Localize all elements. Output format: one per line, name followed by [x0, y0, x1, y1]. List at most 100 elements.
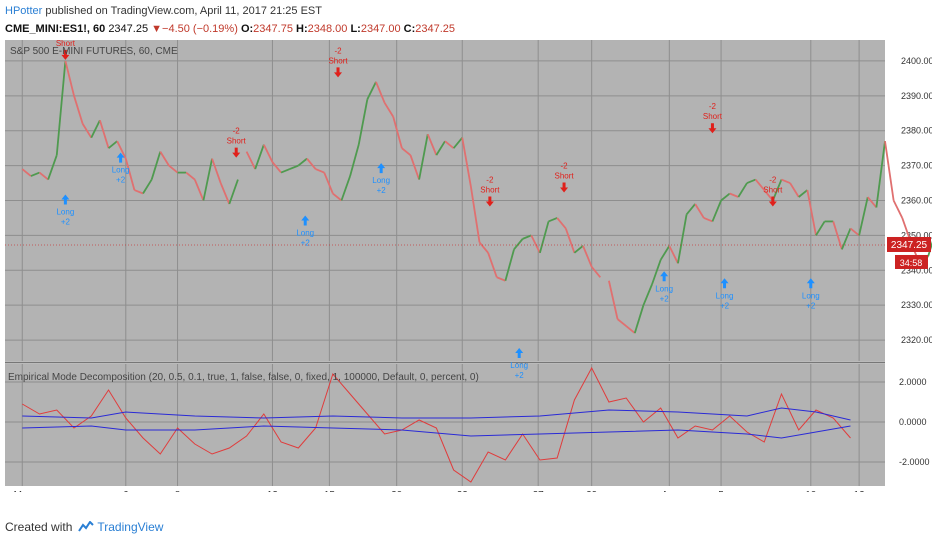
last-price-label: 2347.25	[891, 240, 928, 251]
signal-label: Long	[802, 291, 820, 300]
x-tick-label: 27	[533, 490, 545, 492]
price-segment	[357, 99, 369, 145]
price-segment	[694, 203, 705, 219]
up-arrow-icon	[660, 271, 669, 282]
signal-qty: -2	[769, 175, 777, 184]
down-arrow-icon	[485, 196, 494, 207]
open-label: O:	[240, 23, 254, 35]
price-segment	[720, 192, 731, 202]
price-segment	[185, 171, 196, 181]
price-segment	[875, 141, 886, 208]
price-segment	[383, 102, 395, 118]
countdown-label: 34:58	[900, 258, 923, 268]
signal-label: Short	[227, 137, 247, 146]
up-arrow-icon	[806, 278, 815, 289]
price-segment	[539, 221, 550, 254]
price-segment	[461, 137, 472, 187]
signal-qty: +2	[377, 186, 387, 195]
x-tick-label: 20	[391, 490, 403, 492]
price-segment	[746, 178, 756, 184]
price-segment	[737, 182, 748, 198]
tradingview-brand[interactable]: TradingView	[78, 520, 163, 534]
signal-qty: +2	[515, 371, 525, 380]
price-segment	[375, 81, 386, 104]
down-arrow-icon	[708, 123, 717, 134]
price-segment	[659, 245, 671, 261]
price-segment	[271, 161, 282, 174]
price-segment	[168, 164, 179, 174]
price-segment	[99, 119, 110, 149]
signal-label: Long	[510, 361, 528, 370]
price-segment	[729, 192, 739, 198]
price-segment	[30, 171, 40, 177]
last-price: 2347.25	[108, 23, 149, 35]
price-segment	[841, 228, 852, 250]
emd-blue-line	[22, 425, 851, 439]
brand-label: TradingView	[97, 520, 164, 534]
price-segment	[81, 123, 93, 139]
signal-qty: -2	[334, 46, 342, 55]
publish-info: HPotter published on TradingView.com, Ap…	[5, 5, 322, 17]
y-tick-label: 2380.00	[901, 126, 932, 136]
price-segment	[228, 179, 239, 205]
price-segment	[435, 140, 446, 156]
price-segment	[867, 196, 878, 209]
up-arrow-icon	[515, 348, 524, 359]
signal-label: Short	[480, 185, 500, 194]
up-arrow-icon	[301, 215, 310, 226]
price-segment	[124, 158, 136, 191]
low-value: 2347.00	[360, 23, 401, 35]
price-segment	[798, 189, 808, 198]
emd-red-line	[22, 366, 851, 483]
price-segment	[280, 168, 291, 174]
signal-qty: +2	[806, 301, 816, 310]
price-segment	[789, 182, 800, 198]
price-segment	[849, 227, 860, 237]
price-segment	[392, 116, 403, 149]
price-segment	[625, 325, 636, 334]
price-segment	[487, 252, 498, 278]
signal-label: Long	[372, 176, 390, 185]
price-segment	[478, 241, 489, 254]
published-text: published on TradingView.com, April 11, …	[45, 5, 322, 17]
signal-qty: -2	[560, 162, 568, 171]
price-segment	[366, 81, 377, 100]
price-segment	[297, 157, 308, 167]
author-link[interactable]: HPotter	[5, 5, 43, 17]
close-label: C:	[403, 23, 416, 35]
signal-label: Short	[554, 172, 574, 181]
x-tick-label: 29	[586, 490, 598, 492]
price-segment	[211, 158, 222, 184]
signal-qty: +2	[720, 301, 730, 310]
price-segment	[548, 217, 558, 223]
chart-area[interactable]: Mar 6 8 13 15 20 22 27 29 Apr 5 10 12 2320.00 2330.00 2…	[0, 40, 932, 492]
price-segment	[651, 259, 662, 285]
y-tick-label: 2390.00	[901, 91, 932, 101]
emd-y-tick-label: 0.0000	[899, 417, 927, 427]
up-arrow-icon	[720, 278, 729, 289]
price-segment	[469, 186, 481, 243]
tradingview-logo-icon	[78, 521, 95, 532]
y-tick-label: 2370.00	[901, 161, 932, 171]
long-signal: Long+2	[112, 152, 130, 185]
price-segment	[513, 238, 524, 250]
price-segment	[754, 178, 765, 191]
price-segment	[306, 158, 317, 170]
price-segment	[677, 214, 688, 264]
price-segment	[254, 144, 265, 170]
x-tick-label: 8	[175, 490, 181, 492]
price-segment	[159, 151, 170, 167]
price-segment	[418, 134, 429, 180]
price-segment	[582, 245, 593, 268]
price-segment	[116, 140, 127, 160]
open-value: 2347.75	[253, 23, 293, 35]
high-value: 2348.00	[307, 23, 348, 35]
price-segment	[340, 175, 351, 201]
price-segment	[289, 164, 299, 170]
price-segment	[806, 189, 817, 236]
long-signal: Long+2	[510, 348, 528, 380]
price-segment	[73, 95, 84, 125]
